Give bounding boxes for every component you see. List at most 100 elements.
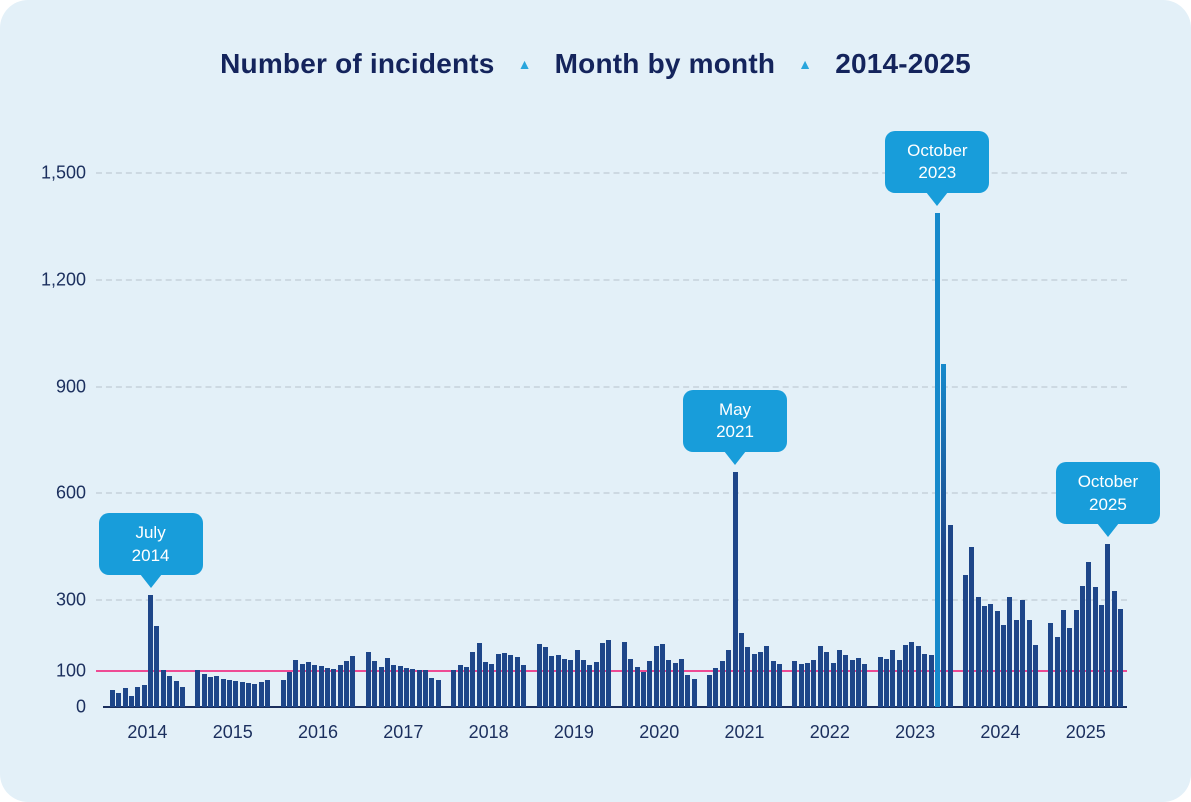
- callout-year-label: 2014: [131, 545, 170, 565]
- callout-july-2014: July 2014: [98, 513, 203, 589]
- x-axis-year-label-2019: 2019: [553, 722, 594, 742]
- bar-2014-4: [129, 696, 135, 707]
- bar-2014-11: [173, 680, 179, 707]
- bar-2025-3: [1061, 610, 1066, 707]
- triangle-separator-icon: ▲: [517, 56, 532, 72]
- bar-2015-6: [227, 679, 233, 707]
- bar-2020-9: [672, 662, 678, 707]
- bar-2022-2: [798, 663, 804, 707]
- callout-month-label: July: [135, 523, 166, 543]
- callout-year-label: 2025: [1089, 494, 1127, 514]
- bar-2016-2: [286, 672, 292, 707]
- bar-2019-4: [555, 654, 561, 707]
- y-axis-tick-label: 600: [55, 482, 86, 503]
- bar-2019-7: [574, 650, 580, 707]
- bar-2022-4: [811, 660, 817, 707]
- title-part-incidents: Number of incidents: [220, 48, 495, 79]
- bar-2024-1: [963, 575, 968, 707]
- bar-2018-9: [502, 653, 507, 707]
- bar-2021-8: [751, 653, 757, 707]
- y-axis-tick-label: 900: [55, 376, 86, 397]
- bar-2024-9: [1013, 619, 1019, 707]
- bar-2019-11: [600, 643, 605, 707]
- bar-2021-9: [757, 651, 763, 707]
- bar-2015-9: [246, 682, 252, 707]
- callout-month-label: October: [1077, 472, 1139, 492]
- callout-pointer-icon: [926, 191, 949, 206]
- bar-2018-4: [470, 652, 476, 707]
- callout-october-2025: October 2025: [1055, 462, 1160, 538]
- bar-2015-12: [265, 679, 271, 707]
- bar-2018-6: [482, 662, 488, 707]
- bar-2016-8: [325, 667, 331, 707]
- bar-2019-8: [580, 660, 586, 707]
- callout-pointer-icon: [724, 450, 746, 465]
- bar-2018-1: [451, 670, 457, 707]
- gridline-1500: [96, 172, 1127, 174]
- bar-2021-12: [776, 664, 782, 707]
- bar-2016-4: [299, 663, 305, 707]
- callout-pointer-icon: [1096, 523, 1119, 538]
- bar-2019-10: [593, 662, 599, 707]
- bar-2025-11: [1111, 590, 1117, 707]
- bar-2019-3: [549, 656, 555, 707]
- bar-2023-11: [941, 363, 947, 707]
- bar-2017-8: [410, 668, 416, 707]
- bar-2024-12: [1032, 644, 1038, 707]
- bar-2014-12: [179, 687, 185, 707]
- bar-2023-8: [922, 653, 928, 707]
- bar-2016-11: [344, 661, 350, 707]
- bar-2015-1: [195, 669, 201, 707]
- bar-2021-5: [732, 471, 738, 707]
- bar-2015-4: [214, 675, 220, 707]
- bar-2017-7: [404, 667, 409, 707]
- bar-2015-8: [239, 682, 245, 707]
- bar-2025-7: [1086, 561, 1092, 707]
- bar-2018-5: [476, 643, 482, 707]
- bar-2014-7: [148, 595, 154, 707]
- bar-2017-10: [423, 670, 429, 707]
- bar-2014-5: [135, 687, 141, 707]
- bar-2021-11: [770, 660, 776, 707]
- bar-2014-9: [160, 669, 166, 707]
- bar-2025-5: [1073, 610, 1079, 707]
- bar-2014-3: [122, 688, 128, 707]
- bar-2025-2: [1054, 637, 1060, 707]
- bar-2025-10: [1105, 544, 1111, 707]
- bar-2022-11: [855, 658, 861, 707]
- gridline-300: [96, 599, 1127, 602]
- bar-2014-8: [154, 625, 160, 707]
- bar-2017-1: [365, 652, 371, 707]
- bar-2021-1: [707, 674, 713, 707]
- bar-2016-6: [312, 664, 318, 707]
- bar-2020-1: [621, 641, 627, 707]
- bar-2022-9: [843, 655, 849, 707]
- bar-2016-9: [331, 668, 337, 707]
- bar-2021-4: [726, 650, 732, 707]
- bar-2024-8: [1007, 596, 1013, 707]
- bar-2021-6: [738, 632, 744, 707]
- callout-may-2021: May 2021: [683, 389, 787, 465]
- x-axis-year-label-2014: 2014: [127, 722, 168, 742]
- bar-2020-5: [647, 661, 653, 707]
- bar-2019-1: [536, 643, 542, 707]
- triangle-separator-icon: ▲: [798, 56, 813, 72]
- bar-2015-3: [208, 677, 213, 707]
- bar-2023-5: [903, 644, 909, 707]
- x-axis-year-label-2015: 2015: [212, 722, 253, 742]
- x-axis-year-label-2022: 2022: [809, 722, 850, 742]
- bar-2025-6: [1080, 585, 1086, 707]
- bar-2017-6: [397, 666, 403, 707]
- callout-october-2023: October 2023: [885, 130, 990, 206]
- bar-2017-4: [384, 657, 390, 707]
- bar-2025-12: [1118, 609, 1124, 707]
- y-axis-tick-label: 0: [75, 696, 86, 717]
- gridline-900: [96, 385, 1127, 388]
- bar-2023-12: [947, 525, 953, 707]
- bar-2018-8: [495, 653, 501, 707]
- bar-2020-12: [691, 678, 697, 707]
- bar-2020-10: [678, 659, 684, 707]
- bar-2024-6: [994, 610, 1000, 707]
- bar-2020-3: [634, 667, 640, 707]
